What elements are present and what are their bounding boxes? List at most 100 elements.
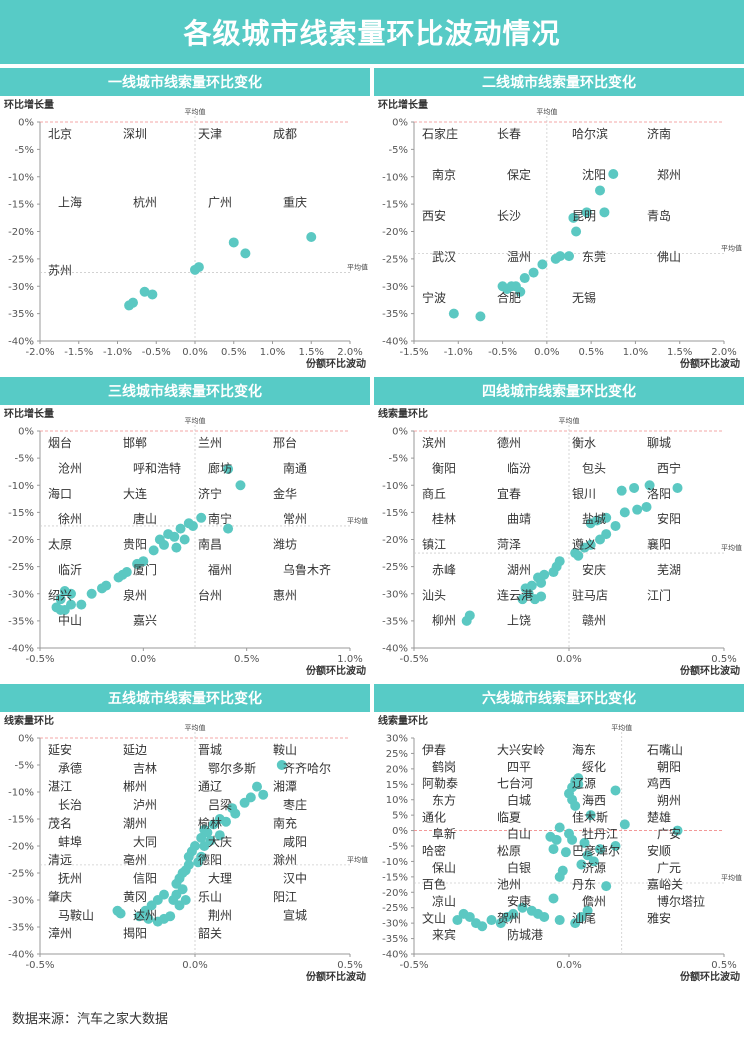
point-label: 鄂尔多斯 [208,760,256,775]
point-label: 池州 [497,878,521,892]
scatter-chart-6: 30% 25% 20% 15% 10% 5% 0% -5% -10% -15% -20% -25% -3… [378,714,742,983]
y-tick-label: -15% [382,200,408,211]
y-tick-label: -10% [8,788,34,799]
point-label: 鸡西 [647,776,671,791]
point-label: 榆林 [198,815,222,830]
point-label: 柳州 [432,614,456,628]
chart-panel-4: 四线城市线索量环比变化 0% -5% -10% -15% -20% -25% -30% -35… [374,377,744,678]
data-point [588,856,599,867]
point-label: 安康 [507,894,531,909]
data-point [165,911,176,922]
chart-title: 六线城市线索量环比变化 [374,684,744,712]
data-point [159,539,169,550]
point-label: 汕头 [422,588,446,602]
point-label: 安顺 [647,843,671,858]
y-tick-label: -30% [382,589,408,600]
y-tick-label: -10% [8,172,34,183]
y-tick-label: -40% [382,950,408,961]
data-point [258,789,269,800]
point-label: 辽源 [572,777,596,791]
point-label: 哈尔滨 [572,126,608,141]
point-label: 滨州 [422,435,446,450]
x-tick-label: -0.5% [399,960,428,971]
y-tick-label: -10% [382,857,408,868]
point-label: 韶关 [198,926,222,941]
chart-title: 四线城市线索量环比变化 [374,377,744,405]
data-point [550,253,561,264]
y-tick-label: -5% [15,761,34,772]
data-point [608,169,619,180]
data-point [497,281,508,292]
point-label: 衡水 [572,436,596,450]
point-label: 桂林 [432,511,456,526]
point-label: 阿勒泰 [422,777,458,791]
data-point [595,185,605,196]
point-label: 潮州 [123,815,147,830]
point-label: 蚌埠 [58,835,82,849]
x-tick-label: 1.0% [623,347,648,358]
point-label: 济南 [647,126,671,141]
data-point [59,586,70,597]
data-point [208,819,219,830]
data-point [139,286,150,297]
data-point [113,572,124,583]
x-tick-label: -1.5% [399,347,428,358]
data-point [571,226,582,237]
data-point [528,267,539,278]
point-label: 朝阳 [657,760,681,774]
y-tick-label: -25% [382,562,408,573]
point-label: 台州 [198,587,222,602]
x-tick-label: -1.0% [444,347,473,358]
y-tick-label: -10% [382,172,408,183]
point-label: 江门 [647,587,671,602]
data-point [632,504,643,515]
point-label: 四平 [507,760,531,774]
avg-label: 平均值 [721,543,742,552]
point-label: 商丘 [422,486,446,501]
point-label: 成都 [273,127,297,141]
data-point [536,577,547,588]
point-label: 揭阳 [123,926,147,941]
point-label: 石嘴山 [647,743,683,757]
point-label: 通辽 [198,780,222,794]
y-tick-label: -40% [382,337,408,348]
point-label: 延边 [123,743,147,757]
data-point [475,311,486,322]
data-point [180,895,191,905]
point-label: 徐州 [58,511,82,526]
point-label: 临沂 [58,563,82,577]
x-tick-label: 1.5% [667,347,692,358]
point-label: 银川 [572,487,596,501]
x-tick-label: 0.0% [182,960,207,971]
point-label: 吉林 [133,761,157,775]
point-label: 湖州 [507,562,531,577]
point-label: 广安 [657,826,681,841]
point-label: 无锡 [572,290,596,305]
point-label: 温州 [507,250,531,264]
y-tick-label: 0% [18,734,34,745]
point-label: 通化 [422,810,446,824]
point-label: 福州 [208,562,232,577]
y-axis-title: 线索量环比 [4,714,54,727]
point-label: 大连 [123,486,147,501]
x-tick-label: 2.0% [711,347,736,358]
point-label: 南京 [432,167,456,182]
data-point [183,851,194,862]
y-tick-label: -25% [8,562,34,573]
x-tick-label: -0.5% [399,654,428,665]
point-label: 牡丹江 [582,826,618,841]
x-tick-label: 0.5% [578,347,603,358]
data-point [240,248,251,259]
data-point [143,913,154,924]
point-label: 青岛 [647,208,671,223]
y-tick-label: 30% [386,734,408,745]
chart-panel-1: 一线城市线索量环比变化 0% -5% -10% -15% -20% -25% -30% -35… [0,68,370,371]
point-label: 潍坊 [273,537,297,552]
point-label: 大同 [133,835,157,849]
point-label: 廊坊 [208,460,232,475]
y-tick-label: -5% [15,145,34,156]
point-label: 上海 [58,194,82,209]
avg-label: 平均值 [721,873,742,882]
x-tick-label: 0.0% [131,654,156,665]
y-tick-label: -15% [8,815,34,826]
